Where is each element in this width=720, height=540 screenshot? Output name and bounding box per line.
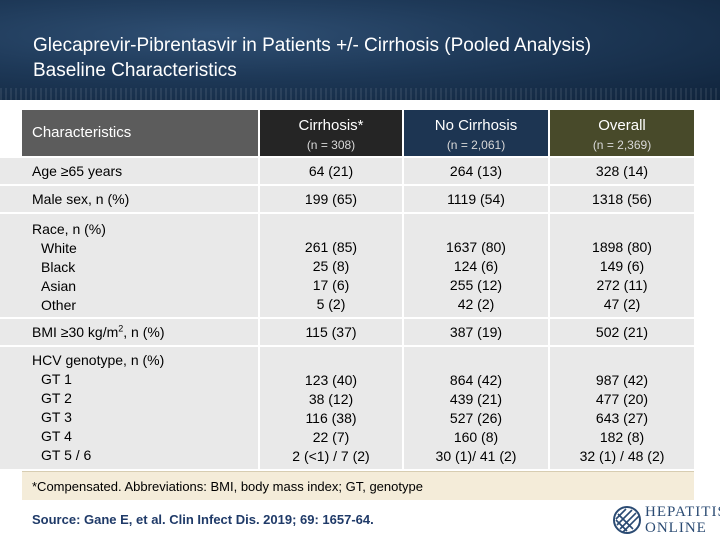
cell-age-overall: 328 (14) [550, 158, 694, 184]
race-value: 42 (2) [457, 296, 495, 312]
hcv-sublabel: GT 2 [41, 390, 72, 406]
row-label-bmi: BMI ≥30 kg/m2, n (%) [0, 319, 258, 345]
hcv-value: 864 (42) [449, 372, 503, 388]
cell-race-cirrhosis: 261 (85) 25 (8) 17 (6) 5 (2) [260, 214, 402, 317]
cell-race-no-cirrhosis: 1637 (80) 124 (6) 255 (12) 42 (2) [404, 214, 548, 317]
hcv-value: 32 (1) / 48 (2) [579, 448, 665, 464]
hcv-value: 987 (42) [595, 372, 649, 388]
hcv-value: 643 (27) [595, 410, 649, 426]
cell-hcv-cirrhosis: 123 (40) 38 (12) 116 (38) 22 (7) 2 (<1) … [260, 347, 402, 469]
race-value: 149 (6) [599, 258, 645, 274]
header-no-cirrhosis: No Cirrhosis (n = 2,061) [404, 110, 548, 156]
cell-race-overall: 1898 (80) 149 (6) 272 (11) 47 (2) [550, 214, 694, 317]
cell-bmi-cirrhosis: 115 (37) [260, 319, 402, 345]
hcv-sublabel: GT 1 [41, 371, 72, 387]
header-characteristics-label: Characteristics [32, 124, 132, 141]
hcv-sublabel: GT 4 [41, 428, 72, 444]
cell-bmi-overall: 502 (21) [550, 319, 694, 345]
header-characteristics: Characteristics [22, 110, 258, 156]
bmi-label-sup: 2 [118, 323, 124, 334]
race-sublabel: Black [41, 259, 76, 275]
race-value: 5 (2) [316, 296, 346, 312]
hcv-label: HCV genotype, n (%) [32, 352, 165, 368]
logo-line-2: ONLINE [645, 520, 707, 536]
header-cirrhosis-n: (n = 308) [306, 138, 356, 152]
row-label-race: Race, n (%) White Black Asian Other [0, 214, 258, 317]
hcv-value: 38 (12) [308, 391, 354, 407]
bmi-label-post: , n (%) [123, 324, 165, 340]
cell-male-cirrhosis: 199 (65) [260, 186, 402, 212]
footnote: *Compensated. Abbreviations: BMI, body m… [22, 471, 694, 500]
cell-bmi-no-cirrhosis: 387 (19) [404, 319, 548, 345]
header-cirrhosis-name: Cirrhosis* [298, 117, 364, 134]
hcv-value: 477 (20) [595, 391, 649, 407]
cell-age-no-cirrhosis: 264 (13) [404, 158, 548, 184]
hcv-value: 160 (8) [453, 429, 499, 445]
cell-hcv-overall: 987 (42) 477 (20) 643 (27) 182 (8) 32 (1… [550, 347, 694, 469]
race-value: 25 (8) [312, 258, 350, 274]
header-overall-name: Overall [598, 117, 646, 134]
source-citation: Source: Gane E, et al. Clin Infect Dis. … [32, 512, 374, 527]
cell-male-overall: 1318 (56) [550, 186, 694, 212]
hcv-sublabel: GT 3 [41, 409, 72, 425]
hcv-value: 439 (21) [449, 391, 503, 407]
logo-line-1: HEPATITIS C [645, 504, 720, 520]
race-sublabel: Other [41, 297, 77, 313]
race-value: 124 (6) [453, 258, 499, 274]
cell-age-cirrhosis: 64 (21) [260, 158, 402, 184]
race-value: 261 (85) [304, 239, 358, 255]
cell-male-no-cirrhosis: 1119 (54) [404, 186, 548, 212]
race-value: 255 (12) [449, 277, 503, 293]
header-overall-n: (n = 2,369) [592, 138, 652, 152]
header-no-cirrhosis-name: No Cirrhosis [434, 117, 518, 134]
hcv-value: 30 (1)/ 41 (2) [435, 448, 517, 464]
hcv-value: 116 (38) [305, 410, 357, 426]
hcv-value: 123 (40) [304, 372, 358, 388]
race-value: 272 (11) [596, 277, 648, 293]
hepatitis-c-online-logo: HEPATITIS C ONLINE [612, 502, 720, 538]
race-value: 17 (6) [312, 277, 350, 293]
race-sublabel: White [41, 240, 77, 256]
race-label: Race, n (%) [32, 221, 106, 237]
header-no-cirrhosis-n: (n = 2,061) [446, 138, 506, 152]
slide-subtitle: Baseline Characteristics [33, 60, 237, 81]
header-overall: Overall (n = 2,369) [550, 110, 694, 156]
row-label-male: Male sex, n (%) [0, 186, 258, 212]
race-sublabel: Asian [41, 278, 77, 294]
bmi-label-pre: BMI ≥30 kg/m [32, 324, 119, 340]
hcv-value: 2 (<1) / 7 (2) [292, 448, 370, 464]
slide-title: Glecaprevir-Pibrentasvir in Patients +/-… [33, 35, 592, 56]
hcv-value: 182 (8) [599, 429, 645, 445]
slide-header: Glecaprevir-Pibrentasvir in Patients +/-… [0, 0, 720, 100]
hcv-sublabel: GT 5 / 6 [41, 447, 92, 463]
cell-hcv-no-cirrhosis: 864 (42) 439 (21) 527 (26) 160 (8) 30 (1… [404, 347, 548, 469]
header-cirrhosis: Cirrhosis* (n = 308) [260, 110, 402, 156]
hcv-value: 527 (26) [449, 410, 503, 426]
race-value: 1637 (80) [446, 239, 506, 255]
race-value: 47 (2) [603, 296, 641, 312]
row-label-age: Age ≥65 years [0, 158, 258, 184]
row-label-hcv: HCV genotype, n (%) GT 1 GT 2 GT 3 GT 4 … [0, 347, 258, 469]
hcv-value: 22 (7) [312, 429, 350, 445]
race-value: 1898 (80) [592, 239, 652, 255]
globe-icon [613, 506, 641, 534]
